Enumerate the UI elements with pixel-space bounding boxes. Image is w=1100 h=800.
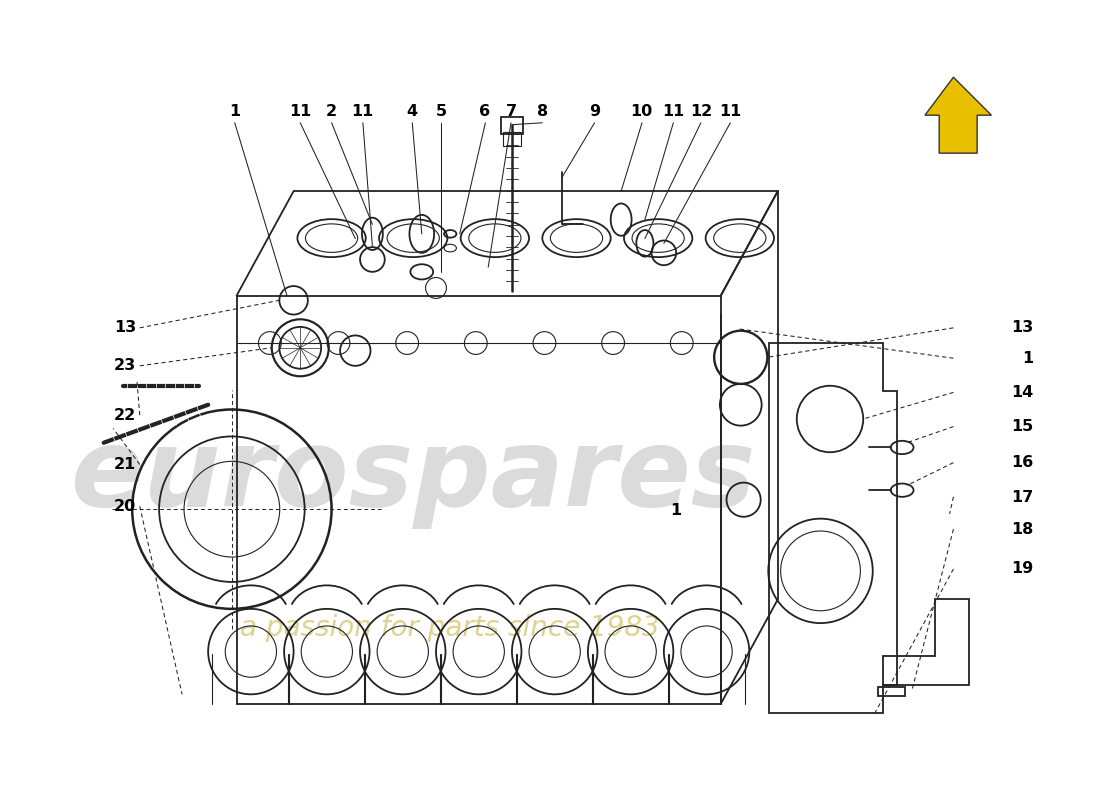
Text: 23: 23: [114, 358, 136, 374]
Text: eurospares: eurospares: [69, 423, 755, 529]
Text: 20: 20: [114, 499, 136, 514]
Text: 11: 11: [719, 104, 741, 119]
Text: 18: 18: [1011, 522, 1033, 537]
Text: 14: 14: [1011, 385, 1033, 400]
Text: 11: 11: [289, 104, 311, 119]
Text: 15: 15: [1011, 419, 1033, 434]
Text: 12: 12: [690, 104, 712, 119]
Text: 17: 17: [1011, 490, 1033, 505]
Text: 8: 8: [537, 104, 548, 119]
Text: 13: 13: [114, 320, 136, 335]
Polygon shape: [925, 78, 991, 153]
Text: 11: 11: [352, 104, 374, 119]
Text: 19: 19: [1011, 561, 1033, 576]
Text: 5: 5: [436, 104, 447, 119]
Bar: [504, 132, 520, 146]
Bar: [500, 117, 524, 134]
Text: 9: 9: [588, 104, 601, 119]
Bar: [879, 686, 905, 696]
Text: 21: 21: [114, 457, 136, 472]
Text: 7: 7: [505, 104, 517, 119]
Text: 6: 6: [480, 104, 491, 119]
Text: 13: 13: [1011, 320, 1033, 335]
Text: 4: 4: [406, 104, 417, 119]
Text: 22: 22: [114, 408, 136, 422]
Text: 1: 1: [229, 104, 240, 119]
Text: 1: 1: [671, 502, 682, 518]
Text: 10: 10: [630, 104, 652, 119]
Text: 1: 1: [1022, 350, 1033, 366]
Text: a passion for parts since 1983: a passion for parts since 1983: [241, 614, 660, 642]
Text: 16: 16: [1011, 454, 1033, 470]
Text: 2: 2: [326, 104, 337, 119]
Text: 11: 11: [662, 104, 684, 119]
